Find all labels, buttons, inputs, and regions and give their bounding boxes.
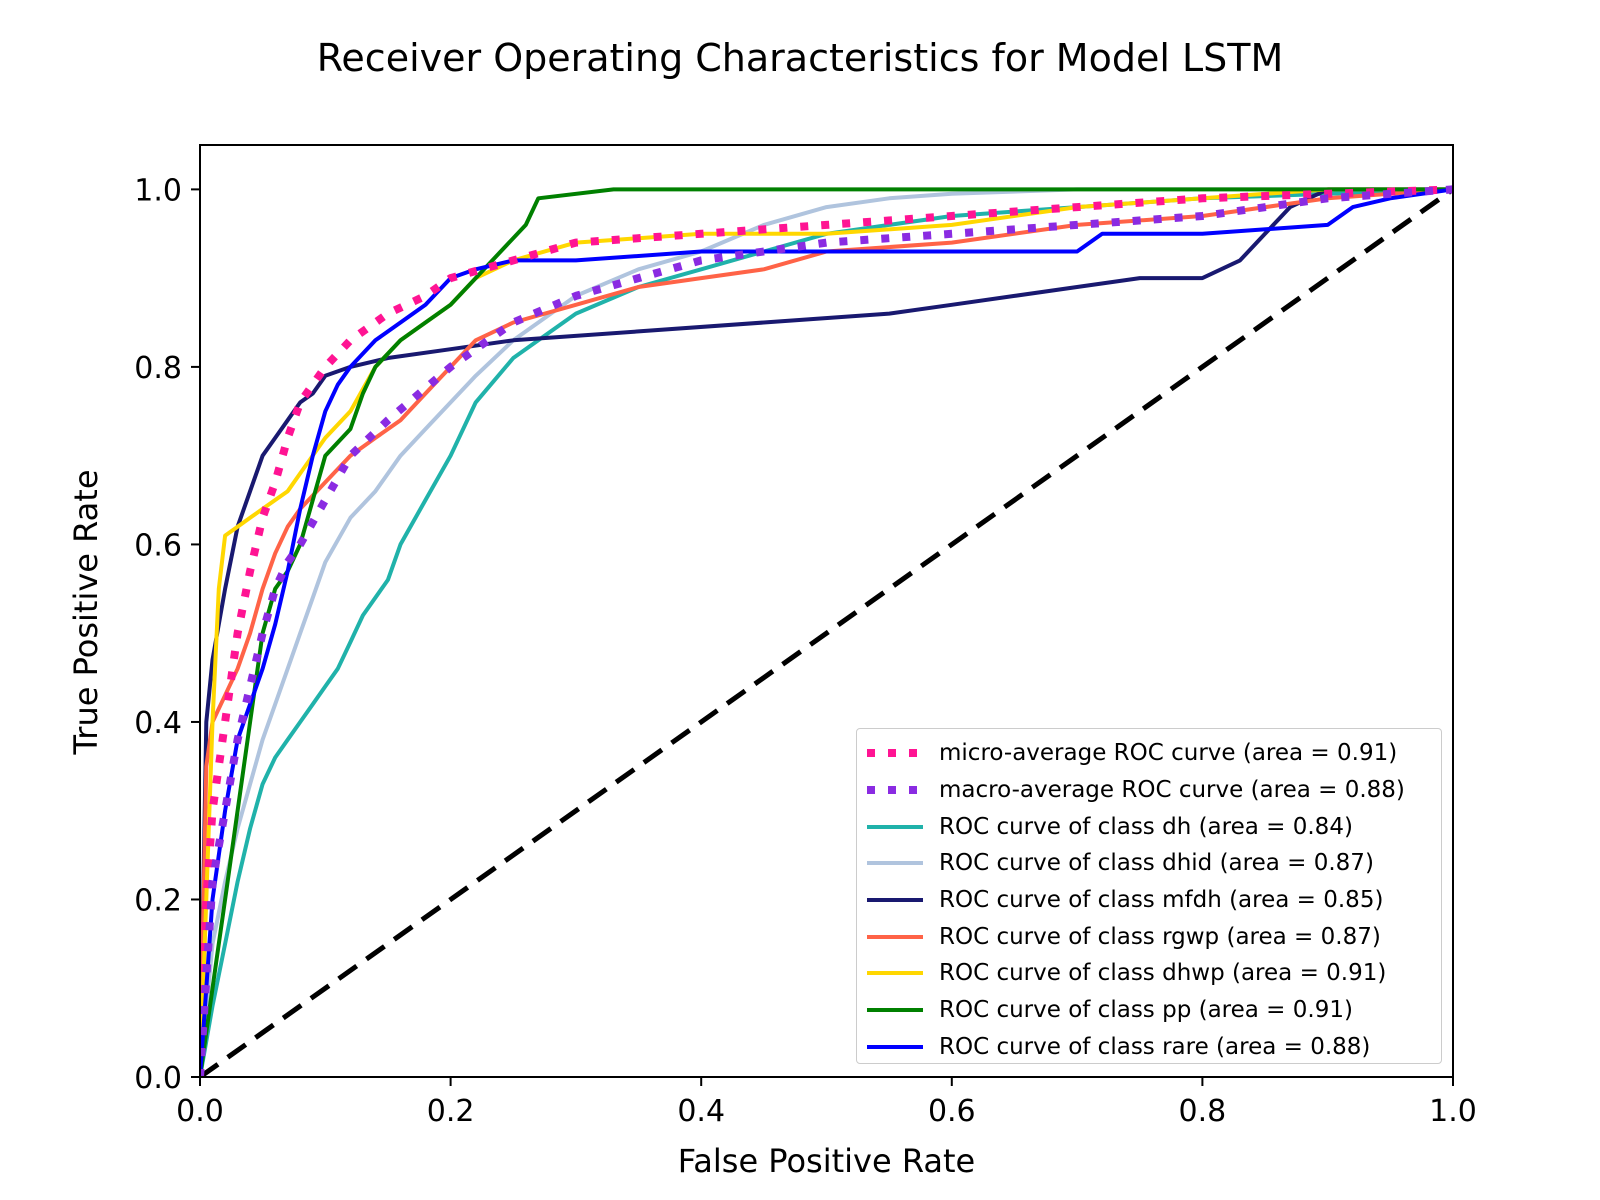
legend-swatch [865,927,925,947]
legend-item: ROC curve of class mfdh (area = 0.85) [857,882,1441,919]
series-line-1 [200,185,1453,1077]
series-line-8 [200,187,1453,1077]
legend-label: micro-average ROC curve (area = 0.91) [939,740,1398,767]
legend-swatch [865,743,925,763]
legend-item: ROC curve of class rgwp (area = 0.87) [857,918,1441,955]
chart-title: Receiver Operating Characteristics for M… [316,36,1284,80]
x-tick-label: 1.0 [1429,1094,1477,1129]
legend-item: ROC curve of class rare (area = 0.88) [857,1029,1441,1066]
legend-label: ROC curve of class dh (area = 0.84) [939,813,1353,840]
curves-layer [200,185,1453,1077]
legend-label: ROC curve of class dhid (area = 0.87) [939,850,1374,877]
legend: micro-average ROC curve (area = 0.91) mac… [856,728,1442,1064]
y-axis-label: True Positive Rate [67,469,105,755]
y-tick-label: 0.6 [134,528,182,563]
y-tick-label: 1.0 [134,173,182,208]
y-tick-label: 0.2 [134,883,182,918]
y-tick-label: 0.0 [134,1061,182,1096]
legend-swatch [865,780,925,800]
legend-swatch [865,853,925,873]
legend-label: ROC curve of class rare (area = 0.88) [939,1033,1371,1060]
series-line-7 [200,187,1453,1077]
x-tick-label: 0.6 [928,1094,976,1129]
axes-layer: 0.0 0.2 0.4 0.6 0.8 1.0 0.0 0.2 0.4 0.6 0.8 1.0 [134,144,1477,1129]
x-tick-label: 0.8 [1179,1094,1227,1129]
x-axis-label: False Positive Rate [677,1142,976,1180]
legend-label: ROC curve of class mfdh (area = 0.85) [939,887,1384,914]
legend-swatch [865,1037,925,1057]
legend-label: ROC curve of class rgwp (area = 0.87) [939,923,1381,950]
x-tick-label: 0.0 [176,1094,224,1129]
series-line-0 [200,185,1453,1077]
x-tick-label: 0.4 [677,1094,725,1129]
legend-item: ROC curve of class dhwp (area = 0.91) [857,955,1441,992]
legend-label: macro-average ROC curve (area = 0.88) [939,777,1405,804]
legend-label: ROC curve of class dhwp (area = 0.91) [939,960,1387,987]
legend-item: micro-average ROC curve (area = 0.91) [857,735,1441,772]
x-tick-label: 0.2 [427,1094,475,1129]
legend-item: ROC curve of class pp (area = 0.91) [857,992,1441,1029]
legend-swatch [865,1000,925,1020]
chance-diagonal-line [200,187,1453,1077]
legend-item: ROC curve of class dh (area = 0.84) [857,808,1441,845]
legend-swatch [865,963,925,983]
series-line-3 [200,187,1453,1077]
legend-item: macro-average ROC curve (area = 0.88) [857,772,1441,809]
legend-item: ROC curve of class dhid (area = 0.87) [857,845,1441,882]
legend-swatch [865,890,925,910]
plot-frame [199,144,1454,1078]
series-line-4 [200,187,1453,1077]
y-tick-label: 0.4 [134,706,182,741]
y-tick-label: 0.8 [134,351,182,386]
series-line-5 [200,187,1453,1077]
legend-swatch [865,817,925,837]
legend-label: ROC curve of class pp (area = 0.91) [939,997,1353,1024]
